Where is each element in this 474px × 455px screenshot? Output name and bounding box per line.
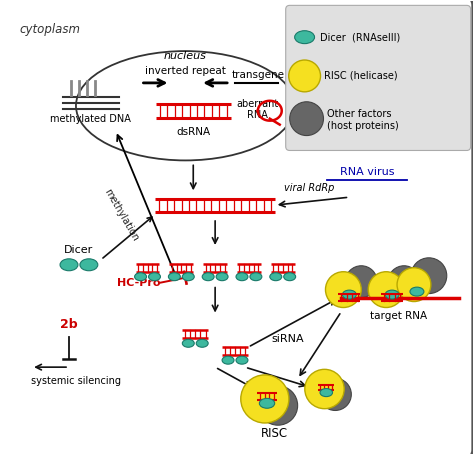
Text: RISC (helicase): RISC (helicase) — [325, 71, 398, 81]
Ellipse shape — [202, 273, 214, 281]
Text: methylation: methylation — [101, 187, 140, 243]
Ellipse shape — [135, 273, 146, 281]
Text: Dicer: Dicer — [64, 245, 93, 255]
Text: target RNA: target RNA — [371, 312, 428, 322]
Text: viral RdRp: viral RdRp — [284, 183, 335, 193]
Ellipse shape — [236, 356, 248, 364]
Ellipse shape — [148, 273, 161, 281]
Ellipse shape — [385, 290, 399, 299]
Circle shape — [346, 266, 377, 298]
Ellipse shape — [250, 273, 262, 281]
Ellipse shape — [80, 259, 98, 271]
Circle shape — [326, 272, 361, 308]
Text: inverted repeat: inverted repeat — [145, 66, 226, 76]
Circle shape — [368, 272, 404, 308]
Text: Dicer  (RNAseIII): Dicer (RNAseIII) — [319, 32, 400, 42]
Text: (host proteins): (host proteins) — [328, 121, 399, 131]
Circle shape — [289, 60, 320, 92]
Ellipse shape — [320, 389, 333, 397]
FancyBboxPatch shape — [286, 5, 471, 151]
Text: methylated DNA: methylated DNA — [50, 114, 131, 124]
Circle shape — [397, 268, 431, 302]
Ellipse shape — [60, 259, 78, 271]
Text: RNA virus: RNA virus — [340, 167, 394, 177]
Text: Other factors: Other factors — [328, 109, 392, 119]
Ellipse shape — [216, 273, 228, 281]
Circle shape — [305, 369, 344, 409]
Circle shape — [411, 258, 447, 293]
Text: RISC: RISC — [261, 427, 288, 440]
Text: siRNA: siRNA — [272, 334, 304, 344]
Text: 2b: 2b — [60, 318, 78, 331]
Text: systemic silencing: systemic silencing — [31, 376, 121, 386]
Text: RNA: RNA — [247, 110, 268, 120]
Ellipse shape — [295, 30, 315, 44]
Ellipse shape — [342, 290, 356, 299]
Circle shape — [388, 266, 420, 298]
Ellipse shape — [76, 51, 295, 161]
Circle shape — [290, 102, 323, 136]
Ellipse shape — [410, 287, 424, 296]
Text: HC-Pro: HC-Pro — [117, 278, 160, 288]
Ellipse shape — [182, 339, 194, 347]
Text: transgene: transgene — [231, 70, 284, 80]
Ellipse shape — [284, 273, 296, 281]
Text: nucleus: nucleus — [164, 51, 207, 61]
Ellipse shape — [270, 273, 282, 281]
Ellipse shape — [196, 339, 208, 347]
Circle shape — [241, 375, 289, 423]
Text: cytoplasm: cytoplasm — [19, 23, 80, 36]
Ellipse shape — [222, 356, 234, 364]
Ellipse shape — [182, 273, 194, 281]
Text: dsRNA: dsRNA — [176, 126, 210, 136]
Circle shape — [258, 386, 298, 425]
Text: aberrant: aberrant — [237, 99, 279, 109]
Circle shape — [319, 378, 351, 410]
Ellipse shape — [236, 273, 248, 281]
Ellipse shape — [168, 273, 180, 281]
Ellipse shape — [259, 399, 274, 408]
